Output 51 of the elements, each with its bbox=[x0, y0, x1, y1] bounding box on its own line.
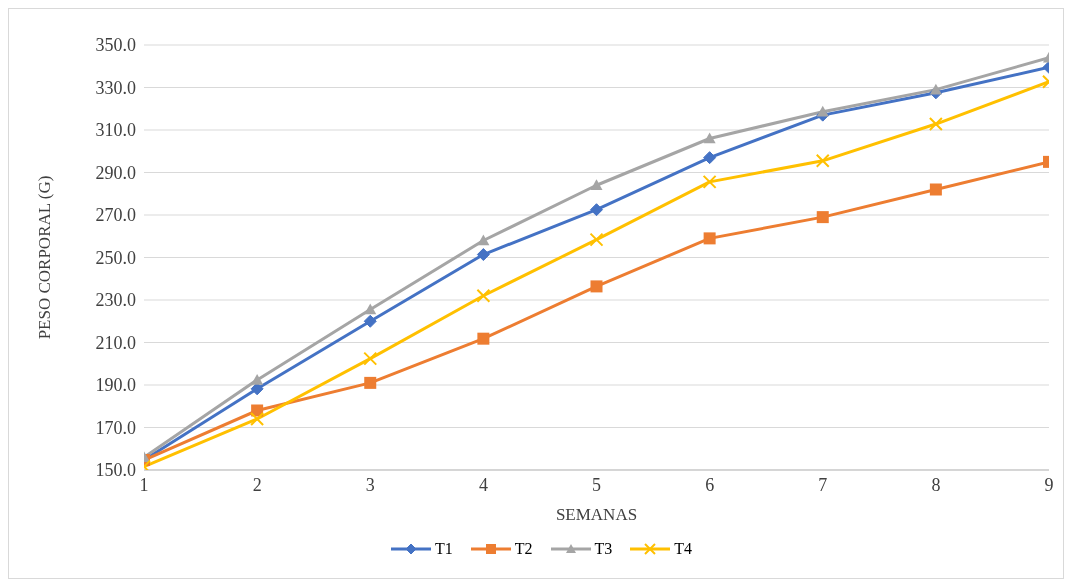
point bbox=[703, 132, 716, 144]
y-tick-label: 330.0 bbox=[95, 77, 136, 98]
x-tick-label: 4 bbox=[478, 474, 488, 495]
y-tick-label: 150.0 bbox=[95, 460, 136, 481]
x-tick-label: 9 bbox=[1044, 474, 1054, 495]
point bbox=[702, 174, 717, 189]
point bbox=[929, 83, 942, 95]
legend-label: T2 bbox=[514, 540, 533, 558]
legend-label: T3 bbox=[594, 540, 613, 558]
y-tick-label: 210.0 bbox=[95, 332, 136, 353]
y-tick-label: 190.0 bbox=[95, 375, 136, 396]
x-tick-label: 5 bbox=[592, 474, 601, 495]
point bbox=[251, 373, 264, 385]
x-tick-label: 7 bbox=[818, 474, 828, 495]
legend-label: T4 bbox=[674, 540, 693, 558]
point bbox=[590, 280, 603, 293]
point bbox=[364, 376, 377, 389]
point bbox=[590, 179, 603, 191]
point bbox=[928, 117, 943, 132]
point bbox=[363, 314, 377, 328]
point bbox=[477, 332, 490, 345]
point bbox=[815, 153, 830, 168]
x-tick-label: 6 bbox=[705, 474, 715, 495]
point bbox=[816, 211, 829, 224]
point bbox=[250, 412, 265, 426]
point bbox=[929, 183, 942, 196]
point bbox=[589, 232, 604, 247]
point bbox=[703, 151, 717, 165]
x-axis-title: SEMANAS bbox=[555, 505, 638, 524]
point bbox=[476, 248, 490, 262]
x-tick-label: 1 bbox=[139, 474, 149, 495]
x-tick-label: 2 bbox=[252, 474, 262, 495]
point bbox=[364, 303, 377, 315]
y-tick-label: 270.0 bbox=[95, 205, 136, 226]
legend-label: T1 bbox=[434, 540, 453, 558]
point bbox=[703, 232, 716, 245]
y-tick-label: 350.0 bbox=[95, 35, 136, 56]
point bbox=[590, 203, 603, 217]
y-tick-label: 310.0 bbox=[95, 120, 136, 141]
y-tick-label: 290.0 bbox=[95, 162, 136, 183]
y-tick-label: 170.0 bbox=[95, 417, 136, 438]
x-tick-label: 8 bbox=[931, 474, 941, 495]
y-tick-label: 250.0 bbox=[95, 247, 136, 268]
y-axis-title: PESO CORPORAL (G) bbox=[35, 175, 55, 340]
point bbox=[476, 288, 491, 303]
x-tick-label: 3 bbox=[365, 474, 375, 495]
point bbox=[250, 382, 264, 396]
y-tick-label: 230.0 bbox=[95, 290, 136, 311]
point bbox=[477, 234, 490, 246]
point bbox=[816, 105, 829, 117]
point bbox=[363, 351, 378, 366]
